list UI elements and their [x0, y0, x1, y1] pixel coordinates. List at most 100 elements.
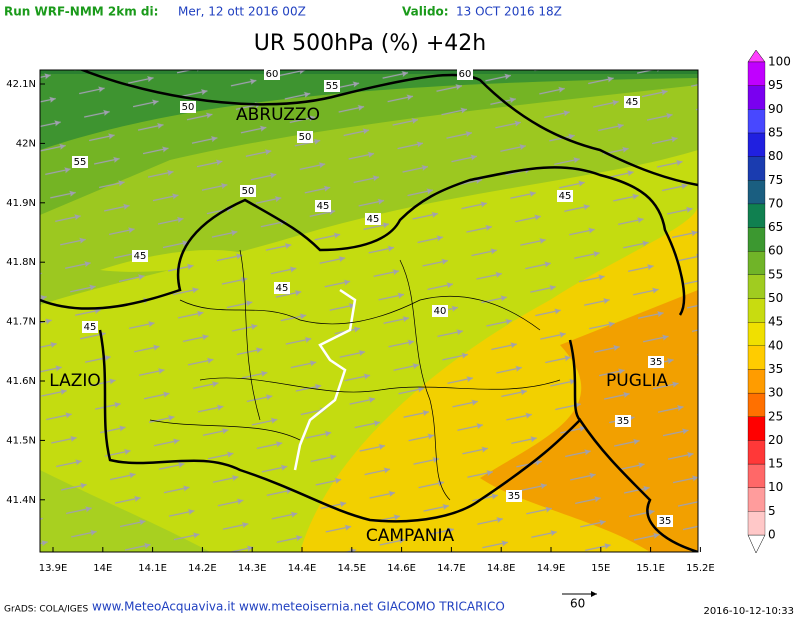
- colorbar-swatch: [747, 298, 766, 323]
- contour-label-bg: [82, 321, 98, 333]
- contour-label: 35: [508, 491, 521, 502]
- colorbar-label: 95: [768, 78, 783, 92]
- lon-label: 14E: [93, 563, 112, 574]
- colorbar-swatch: [747, 61, 766, 86]
- contour-label: 45: [559, 191, 572, 202]
- contour-label-bg: [457, 68, 473, 80]
- contour-label: 50: [242, 186, 255, 197]
- run-date: Mer, 12 ott 2016 00Z: [178, 5, 306, 19]
- contour-label-bg: [557, 190, 573, 202]
- colorbar-label: 55: [768, 267, 783, 281]
- contour-label-bg: [624, 96, 640, 108]
- contour-label-bg: [240, 185, 256, 197]
- contour-label-bg: [365, 213, 381, 225]
- colorbar-label: 80: [768, 149, 783, 163]
- colorbar-label: 25: [768, 409, 783, 423]
- colorbar-label: 50: [768, 291, 783, 305]
- colorbar-swatch: [747, 440, 766, 465]
- lon-label: 14.9E: [537, 563, 566, 574]
- lon-label: 13.9E: [39, 563, 68, 574]
- contour-label: 45: [134, 251, 147, 262]
- colorbar-label: 60: [768, 244, 783, 258]
- contour-label: 35: [617, 416, 630, 427]
- colorbar-label: 5: [768, 504, 776, 518]
- lat-label: 42.1N: [6, 79, 36, 90]
- lon-label: 15E: [591, 563, 610, 574]
- colorbar-label: 15: [768, 457, 783, 471]
- contour-label: 45: [84, 322, 97, 333]
- region-label: PUGLIA: [606, 371, 668, 391]
- lat-label: 41.7N: [6, 317, 36, 328]
- contour-label: 40: [434, 306, 447, 317]
- colorbar-swatch: [747, 463, 766, 488]
- contour-label: 35: [659, 516, 672, 527]
- lat-label: 41.6N: [6, 376, 36, 387]
- colorbar-swatch: [747, 203, 766, 228]
- lon-label: 14.8E: [487, 563, 516, 574]
- lon-label: 14.3E: [238, 563, 267, 574]
- colorbar-label: 20: [768, 433, 783, 447]
- colorbar-swatch: [747, 251, 766, 275]
- contour-label: 55: [74, 157, 87, 168]
- contour-label-bg: [297, 131, 313, 143]
- contour-label-bg: [648, 356, 664, 368]
- colorbar-swatch: [747, 392, 766, 417]
- colorbar-swatch: [747, 85, 766, 110]
- contour-label-bg: [180, 101, 196, 113]
- contour-label-bg: [132, 250, 148, 262]
- contour-label-bg: [657, 515, 673, 527]
- lon-label: 15.2E: [686, 563, 715, 574]
- colorbar-label: 75: [768, 173, 783, 187]
- contour-label-bg: [274, 282, 290, 294]
- colorbar-label: 40: [768, 338, 783, 352]
- colorbar-label: 35: [768, 362, 783, 376]
- lon-label: 14.5E: [338, 563, 367, 574]
- contour-label-bg: [72, 156, 88, 168]
- map-title: UR 500hPa (%) +42h: [254, 31, 487, 56]
- colorbar-label: 65: [768, 220, 783, 234]
- colorbar-swatch: [747, 180, 766, 205]
- region-label: CAMPANIA: [366, 526, 455, 546]
- vector-label: 60: [570, 597, 585, 611]
- colorbar-label: 90: [768, 102, 783, 116]
- colorbar-label: 100: [768, 55, 791, 69]
- valid-label: Valido:: [402, 5, 449, 19]
- contour-label: 60: [266, 69, 279, 80]
- map-frame: [39, 69, 699, 553]
- colorbar-cap: [747, 534, 766, 554]
- colorbar-swatch: [747, 227, 766, 252]
- lon-label: 14.6E: [387, 563, 416, 574]
- contour-label-bg: [432, 305, 448, 317]
- colorbar-label: 30: [768, 386, 783, 400]
- contour-label: 45: [626, 97, 639, 108]
- lon-label: 14.1E: [138, 563, 167, 574]
- contour-label: 45: [367, 214, 380, 225]
- contour-label: 50: [299, 132, 312, 143]
- colorbar-swatch: [747, 369, 766, 394]
- region-label: LAZIO: [49, 371, 101, 391]
- contour-label: 50: [182, 102, 195, 113]
- colorbar-swatch: [747, 274, 766, 299]
- contour-label: 60: [459, 69, 472, 80]
- lat-label: 41.8N: [6, 257, 36, 268]
- colorbar-swatch: [747, 109, 766, 134]
- contour-label-bg: [615, 415, 631, 427]
- colorbar-cap: [747, 49, 766, 63]
- colorbar-swatch: [747, 511, 766, 536]
- footer-credit: GrADS: COLA/IGES: [4, 605, 88, 615]
- colorbar-swatch: [747, 132, 766, 157]
- colorbar-label: 0: [768, 528, 776, 542]
- contour-label-bg: [264, 68, 280, 80]
- contour-label: 35: [650, 357, 663, 368]
- contour-label-bg: [506, 490, 522, 502]
- colorbar-label: 70: [768, 196, 783, 210]
- colorbar-swatch: [747, 345, 766, 370]
- colorbar-swatch: [747, 156, 766, 181]
- contour-label-bg: [315, 200, 331, 212]
- region-label: ABRUZZO: [236, 105, 320, 125]
- vector-key-head: [591, 591, 597, 597]
- colorbar-label: 85: [768, 125, 783, 139]
- footer-timestamp: 2016-10-12-10:33: [703, 606, 794, 617]
